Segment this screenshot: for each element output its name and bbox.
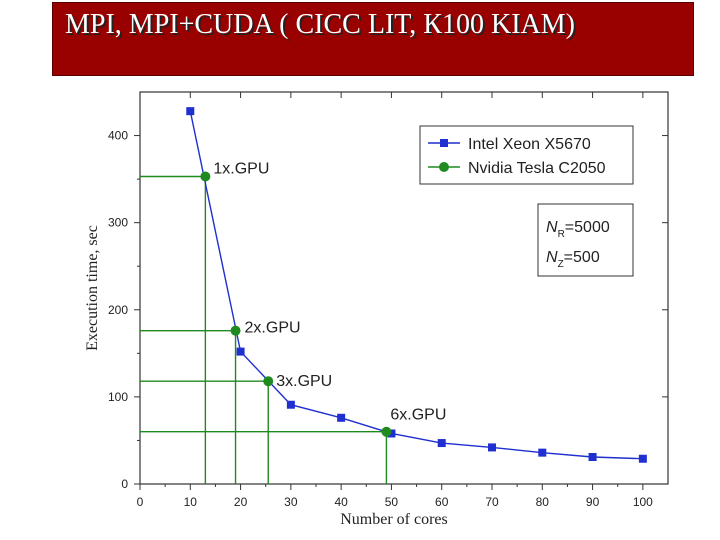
slide-title: MPI, MPI+CUDA ( СICC LIT, К100 KIAM) <box>65 9 575 40</box>
nvidia-tesla-point <box>381 426 392 437</box>
y-tick-label: 400 <box>108 129 128 143</box>
intel-xeon-point <box>186 107 195 116</box>
y-tick-label: 300 <box>108 216 128 230</box>
intel-xeon-point <box>286 400 295 409</box>
param-nr: NR=5000 <box>546 219 610 240</box>
x-tick-label: 60 <box>435 495 449 509</box>
x-tick-label: 40 <box>334 495 348 509</box>
intel-xeon-point <box>236 347 245 356</box>
gpu-count-label: 6x.GPU <box>390 407 446 424</box>
intel-xeon-point <box>437 439 446 448</box>
x-tick-label: 0 <box>137 495 144 509</box>
nvidia-tesla-point <box>230 325 241 336</box>
gpu-count-label: 2x.GPU <box>245 320 301 337</box>
intel-xeon-point <box>538 448 547 457</box>
param-nz-value: =500 <box>564 249 600 266</box>
legend-box <box>419 125 634 185</box>
parameters-box <box>537 203 634 277</box>
gpu-count-label: 1x.GPU <box>213 160 269 177</box>
y-tick-label: 0 <box>121 477 128 491</box>
x-tick-label: 80 <box>536 495 550 509</box>
y-tick-label: 200 <box>108 303 128 317</box>
param-nz-symbol: N <box>546 249 558 266</box>
legend-entry-label: Intel Xeon X5670 <box>468 136 591 153</box>
x-tick-label: 50 <box>385 495 399 509</box>
nvidia-tesla-point <box>200 171 211 182</box>
x-tick-label: 30 <box>284 495 298 509</box>
param-nr-symbol: N <box>546 219 558 236</box>
intel-xeon-point <box>588 452 597 461</box>
param-nr-value: =5000 <box>565 219 610 236</box>
gpu-count-label: 3x.GPU <box>276 373 332 390</box>
title-banner: MPI, MPI+CUDA ( СICC LIT, К100 KIAM) <box>52 2 694 76</box>
legend-square-marker <box>440 139 448 147</box>
param-nz: NZ=500 <box>546 249 600 270</box>
x-axis-label: Number of cores <box>340 511 448 528</box>
intel-xeon-point <box>337 413 346 422</box>
intel-xeon-point <box>638 454 647 463</box>
x-tick-label: 90 <box>586 495 600 509</box>
x-tick-label: 100 <box>633 495 653 509</box>
y-axis-label: Execution time, sec <box>84 225 101 351</box>
legend-circle-marker <box>439 162 449 172</box>
intel-xeon-point <box>488 443 496 452</box>
x-tick-label: 10 <box>184 495 198 509</box>
nvidia-tesla-point <box>263 376 274 387</box>
legend-entry-label: Nvidia Tesla C2050 <box>468 160 606 177</box>
x-tick-label: 70 <box>485 495 499 509</box>
x-tick-label: 20 <box>234 495 248 509</box>
y-tick-label: 100 <box>108 390 128 404</box>
intel-xeon-point <box>387 429 396 438</box>
param-nz-subscript: Z <box>558 259 564 270</box>
param-nr-subscript: R <box>558 229 565 240</box>
